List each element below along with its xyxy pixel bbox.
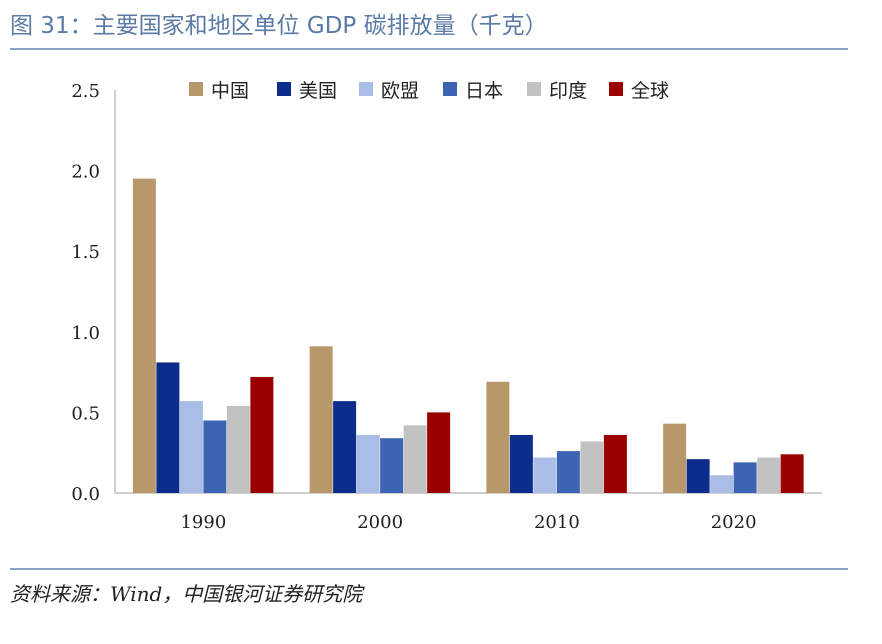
legend-label: 美国 [299, 80, 337, 102]
x-tick-label: 1990 [180, 512, 226, 533]
legend-label: 日本 [465, 80, 503, 102]
bar-1990-印度 [226, 405, 250, 493]
legend-swatch-全球 [609, 82, 623, 96]
bar-2020-全球 [780, 454, 804, 493]
legend-swatch-日本 [443, 82, 457, 96]
bar-chart: 0.0 0.5 1.0 1.5 2.0 2.5 1990 2000 2010 2020 中国 美国… [71, 80, 822, 533]
y-tick-label: 1.0 [71, 323, 100, 344]
bar-2010-日本 [556, 451, 580, 493]
bar-2020-印度 [757, 457, 781, 493]
bar-2010-美国 [509, 434, 533, 493]
bar-2000-美国 [333, 401, 357, 493]
x-tick-label: 2010 [534, 512, 580, 533]
legend-swatch-欧盟 [359, 82, 373, 96]
figure-title: 图 31：主要国家和地区单位 GDP 碳排放量（千克） [10, 13, 548, 39]
legend-label: 欧盟 [381, 80, 419, 102]
bar-1990-日本 [203, 420, 227, 493]
legend-label: 印度 [549, 80, 587, 102]
y-tick-label: 2.0 [71, 162, 100, 183]
bar-1990-欧盟 [179, 401, 203, 493]
bar-1990-美国 [156, 362, 180, 493]
legend-label: 中国 [211, 80, 249, 102]
x-axis: 1990 2000 2010 2020 [115, 492, 822, 533]
source-note: 资料来源：Wind，中国银河证券研究院 [10, 582, 363, 606]
bar-2000-全球 [427, 412, 451, 493]
y-tick-label: 2.5 [71, 81, 100, 102]
bar-2020-欧盟 [710, 475, 734, 493]
bar-1990-全球 [250, 376, 274, 493]
y-axis: 0.0 0.5 1.0 1.5 2.0 2.5 [71, 81, 116, 505]
legend-swatch-中国 [189, 82, 203, 96]
top-divider [10, 48, 848, 50]
bar-2010-中国 [486, 381, 510, 493]
bars [132, 178, 804, 493]
legend-swatch-印度 [527, 82, 541, 96]
bar-1990-中国 [132, 178, 156, 493]
bar-2020-中国 [663, 423, 687, 493]
y-tick-label: 0.5 [71, 403, 100, 424]
x-tick-label: 2020 [711, 512, 757, 533]
y-tick-label: 1.5 [71, 242, 100, 263]
bar-2010-全球 [603, 434, 627, 493]
bar-2000-欧盟 [356, 434, 380, 493]
y-tick-label: 0.0 [71, 484, 100, 505]
legend: 中国 美国 欧盟 日本 印度 全球 [189, 80, 669, 102]
bottom-divider [10, 568, 848, 570]
bar-2000-日本 [380, 438, 404, 493]
bar-2000-中国 [309, 346, 333, 493]
bar-2020-美国 [686, 459, 710, 493]
bar-2000-印度 [403, 425, 427, 493]
legend-label: 全球 [631, 80, 669, 102]
bar-2010-欧盟 [533, 457, 557, 493]
x-tick-label: 2000 [357, 512, 403, 533]
bar-2020-日本 [733, 462, 757, 493]
bar-2010-印度 [580, 441, 604, 493]
legend-swatch-美国 [277, 82, 291, 96]
